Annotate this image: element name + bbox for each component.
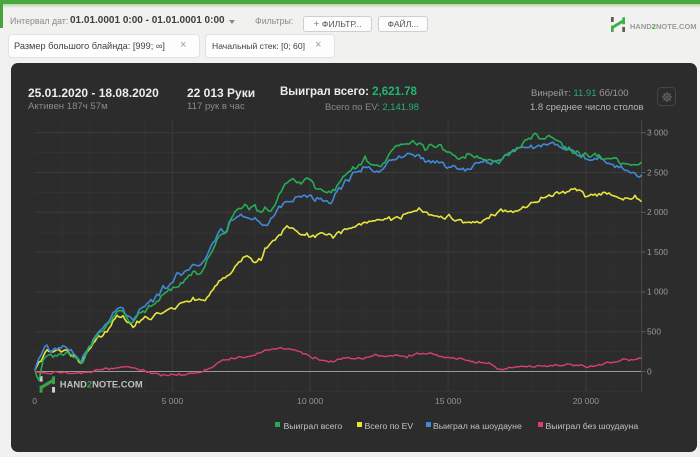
svg-text:5 000: 5 000 (162, 396, 184, 406)
svg-text:1 000: 1 000 (647, 287, 668, 297)
svg-text:15 000: 15 000 (435, 396, 462, 406)
svg-text:10 000: 10 000 (297, 396, 324, 406)
svg-text:0: 0 (647, 366, 652, 376)
svg-text:20 000: 20 000 (573, 396, 600, 406)
svg-text:0: 0 (32, 396, 37, 406)
svg-text:HAND2NOTE.COM: HAND2NOTE.COM (60, 379, 143, 390)
svg-text:2 500: 2 500 (647, 167, 668, 177)
svg-text:500: 500 (647, 327, 661, 337)
svg-text:2 000: 2 000 (647, 207, 668, 217)
svg-text:1 500: 1 500 (647, 247, 668, 257)
svg-text:3 000: 3 000 (647, 128, 668, 138)
